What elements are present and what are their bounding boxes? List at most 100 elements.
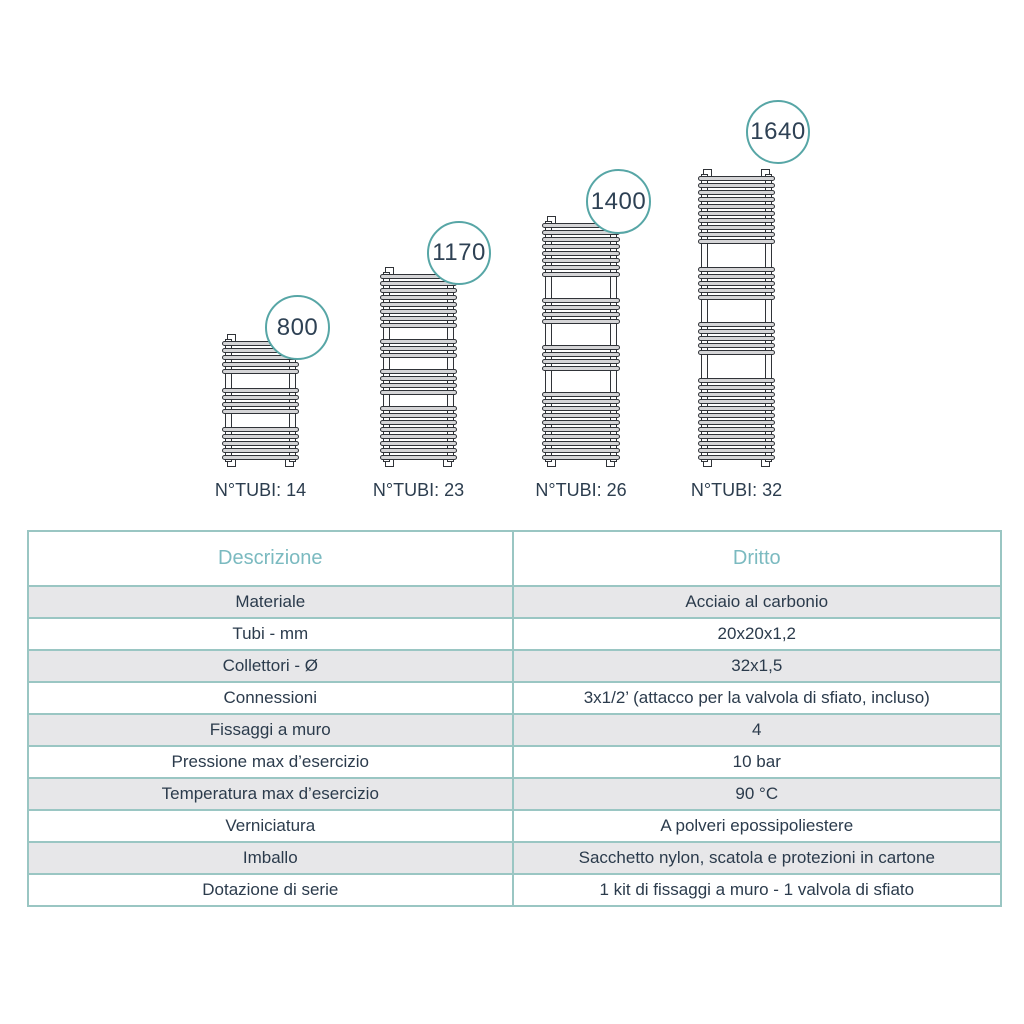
tube	[698, 426, 775, 432]
tube	[698, 266, 775, 272]
tube	[698, 183, 775, 188]
spec-value-cell: Sacchetto nylon, scatola e protezioni in…	[511, 841, 1003, 875]
spec-label-cell: Dotazione di serie	[27, 873, 514, 907]
tube	[542, 298, 620, 303]
tube	[542, 448, 620, 453]
tube-group	[380, 406, 457, 460]
tube	[222, 408, 299, 414]
tube	[380, 383, 457, 388]
height-badge: 800	[265, 295, 330, 360]
spec-value-cell: A polveri epossipoliestere	[511, 809, 1003, 843]
tube-count-label: N°TUBI: 23	[372, 480, 465, 500]
tube	[542, 434, 620, 439]
tube	[698, 218, 775, 223]
tube	[380, 339, 457, 344]
tube	[380, 434, 457, 439]
tube-group	[698, 176, 775, 244]
table-row: Tubi - mm 20x20x1,2	[27, 617, 1003, 651]
collector-left	[545, 221, 552, 462]
tube	[698, 273, 775, 279]
tube	[698, 190, 775, 195]
collector-left	[701, 174, 708, 462]
tube	[380, 427, 457, 432]
tube	[542, 319, 620, 324]
spec-label-cell: Pressione max d’esercizio	[27, 745, 514, 779]
tube	[698, 294, 775, 300]
tube	[698, 419, 775, 425]
tube-group	[542, 298, 620, 324]
spec-label-cell: Fissaggi a muro	[27, 713, 514, 747]
tube	[222, 434, 299, 439]
tube	[698, 433, 775, 439]
tube	[698, 239, 775, 244]
tube-count-label: N°TUBI: 26	[535, 480, 627, 500]
tube	[698, 384, 775, 390]
height-badge: 1400	[586, 169, 651, 234]
tube	[698, 398, 775, 404]
tube	[542, 413, 620, 418]
tube	[698, 232, 775, 237]
collector-right	[765, 174, 772, 462]
tube	[380, 420, 457, 425]
tube-group	[380, 274, 457, 328]
spec-label-cell: Connessioni	[27, 681, 514, 715]
tube-group	[542, 392, 620, 460]
tube	[542, 359, 620, 364]
spec-value-cell: 20x20x1,2	[511, 617, 1003, 651]
tube-bars	[542, 216, 620, 467]
spec-value-cell: 1 kit di fissaggi a muro - 1 valvola di …	[511, 873, 1003, 907]
tube	[698, 280, 775, 286]
radiator-diagram: N°TUBI: 14 800 N°TUBI: 23 1170 N°TUBI: 26 140…	[215, 100, 810, 500]
radiator-1640	[698, 169, 775, 467]
tube	[698, 329, 775, 335]
tube	[698, 322, 775, 328]
tube-group	[380, 369, 457, 395]
tube	[222, 387, 299, 393]
tube	[542, 455, 620, 460]
spec-value-cell: 4	[511, 713, 1003, 747]
tube	[698, 225, 775, 230]
tube	[380, 413, 457, 418]
height-badge: 1640	[746, 100, 810, 164]
tube	[380, 441, 457, 446]
tube	[542, 258, 620, 263]
table-row: Verniciatura A polveri epossipoliestere	[27, 809, 1003, 843]
tube	[698, 176, 775, 181]
spec-table: Descrizione Dritto Materiale Acciaio al c…	[27, 530, 1003, 907]
spec-label-cell: Temperatura max d’esercizio	[27, 777, 514, 811]
tube	[380, 369, 457, 374]
tube	[542, 251, 620, 256]
tube	[380, 316, 457, 321]
tube	[222, 362, 299, 367]
spec-value-cell: 3x1/2’ (attacco per la valvola di sfiato…	[511, 681, 1003, 715]
tube	[542, 312, 620, 317]
tube	[698, 343, 775, 349]
spec-value-cell: Acciaio al carbonio	[511, 585, 1003, 619]
col-header-descrizione: Descrizione	[27, 530, 514, 587]
tube-bars	[698, 169, 775, 467]
spec-value-cell: 90 °C	[511, 777, 1003, 811]
tube-group	[542, 223, 620, 277]
tube	[542, 366, 620, 371]
tube	[698, 454, 775, 460]
table-row: Materiale Acciaio al carbonio	[27, 585, 1003, 619]
tube	[542, 237, 620, 242]
tube	[698, 336, 775, 342]
tube	[698, 350, 775, 356]
tube	[698, 440, 775, 446]
tube	[380, 406, 457, 411]
tube	[698, 412, 775, 418]
tube	[542, 345, 620, 350]
tube	[222, 401, 299, 407]
table-row: Imballo Sacchetto nylon, scatola e protez…	[27, 841, 1003, 875]
table-row: Collettori - Ø 32x1,5	[27, 649, 1003, 683]
tube	[380, 353, 457, 358]
tube	[542, 441, 620, 446]
tube-bars	[380, 267, 457, 467]
tube	[698, 204, 775, 209]
tube	[698, 377, 775, 383]
tube	[698, 405, 775, 411]
tube	[380, 448, 457, 453]
spec-label-cell: Collettori - Ø	[27, 649, 514, 683]
